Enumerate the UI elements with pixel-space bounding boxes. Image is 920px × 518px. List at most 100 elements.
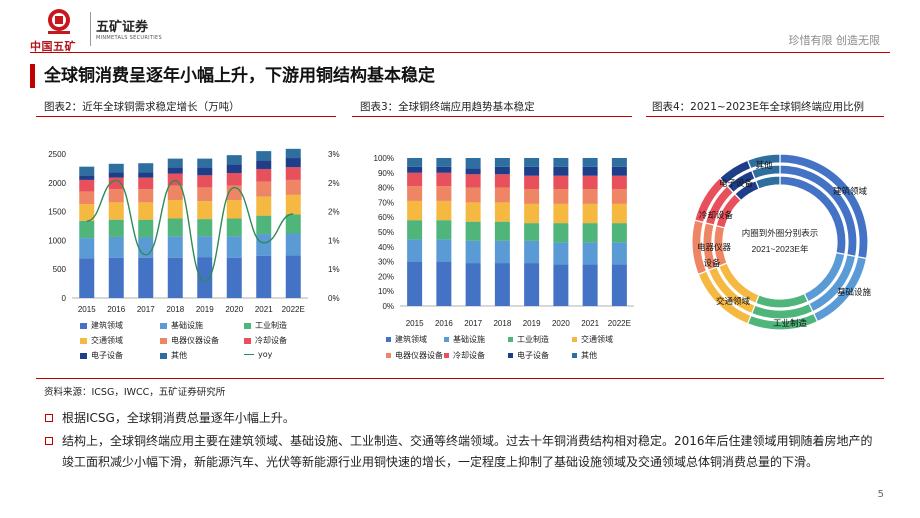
y-tick-label: 10% bbox=[378, 287, 394, 296]
bar-segment bbox=[197, 219, 213, 237]
legend-item: 电器仪器设备 bbox=[386, 350, 443, 361]
bar-segment bbox=[494, 221, 510, 241]
bar-segment bbox=[494, 263, 510, 306]
bar-segment bbox=[226, 257, 242, 298]
bar-segment bbox=[553, 175, 569, 190]
bar-segment bbox=[553, 158, 569, 167]
y2-tick-label: 2% bbox=[328, 208, 340, 217]
legend-swatch bbox=[386, 337, 391, 342]
brand-name-en: MINMETALS SECURITIES bbox=[96, 35, 162, 41]
bar-segment bbox=[256, 255, 272, 298]
x-tick-label: 2020 bbox=[552, 319, 570, 328]
legend-item: 电器仪器设备 bbox=[160, 335, 219, 346]
bar-segment bbox=[553, 189, 569, 204]
x-tick-label: 2019 bbox=[523, 319, 541, 328]
bar-segment bbox=[108, 163, 124, 173]
bar-segment bbox=[582, 166, 598, 176]
bar-segment bbox=[436, 166, 452, 173]
x-tick-label: 2018 bbox=[493, 319, 511, 328]
x-tick-label: 2017 bbox=[137, 305, 155, 314]
bar-segment bbox=[582, 189, 598, 204]
legend-item: 交通领域 bbox=[572, 334, 613, 345]
legend-label: 交通领域 bbox=[581, 335, 613, 344]
bar-segment bbox=[108, 177, 124, 190]
y-tick-label: 20% bbox=[378, 272, 394, 281]
legend-swatch bbox=[444, 337, 449, 342]
bar-segment bbox=[553, 166, 569, 176]
bar-segment bbox=[407, 200, 423, 221]
y-tick-label: 0% bbox=[382, 302, 394, 311]
bar-segment bbox=[436, 158, 452, 167]
y-tick-label: 90% bbox=[378, 169, 394, 178]
slogan: 珍惜有限 创造无限 bbox=[788, 34, 881, 47]
bar-segment bbox=[582, 264, 598, 306]
bar-segment bbox=[108, 202, 124, 220]
donut-slice-label: 基础设施 bbox=[837, 287, 872, 297]
bar-segment bbox=[167, 257, 183, 298]
bar-segment bbox=[285, 214, 301, 234]
legend-label: 建筑领域 bbox=[91, 321, 123, 330]
legend-swatch bbox=[508, 337, 513, 342]
donut-center-line-1: 内圈到外圈分别表示 bbox=[742, 228, 819, 238]
bullet-text-2: 结构上，全球铜终端应用主要在建筑领域、基础设施、工业制造、交通等终端领域。过去十… bbox=[62, 434, 873, 469]
bar-segment bbox=[611, 189, 627, 204]
x-tick-label: 2017 bbox=[464, 319, 482, 328]
legend-swatch bbox=[80, 322, 87, 329]
bar-segment bbox=[465, 202, 481, 222]
legend-label: 电子设备 bbox=[91, 351, 123, 360]
figure-caption-2: 图表3：全球铜终端应用趋势基本稳定 bbox=[360, 101, 535, 113]
x-tick-label: 2021 bbox=[255, 305, 273, 314]
bullet-text-1: 根据ICSG，全球铜消费总量逐年小幅上升。 bbox=[62, 411, 295, 425]
page-number: 5 bbox=[877, 489, 884, 500]
legend-swatch bbox=[160, 337, 167, 344]
bar-segment bbox=[524, 203, 540, 224]
bar-segment bbox=[436, 172, 452, 187]
bar-segment bbox=[611, 158, 627, 167]
bar-segment bbox=[138, 257, 154, 298]
bar-segment bbox=[465, 221, 481, 241]
bar-segment bbox=[407, 239, 423, 262]
legend-swatch bbox=[160, 322, 167, 329]
legend-swatch bbox=[572, 337, 577, 342]
bar-segment bbox=[524, 166, 540, 176]
bar-segment bbox=[79, 238, 95, 259]
bar-segment bbox=[524, 223, 540, 241]
y2-tick-label: 1% bbox=[328, 265, 340, 274]
bar-segment bbox=[524, 158, 540, 167]
y2-tick-label: 1% bbox=[328, 236, 340, 245]
donut-slice bbox=[746, 153, 781, 170]
legend-item: 建筑领域 bbox=[386, 334, 427, 345]
legend-label: 冷却设备 bbox=[255, 336, 287, 345]
legend-demand-chart: 建筑领域 基础设施 工业制造 交通领域 电器仪器设备 冷却设备 电子设备 其他 yoy bbox=[48, 320, 338, 368]
bar-segment bbox=[494, 202, 510, 222]
source-divider bbox=[36, 378, 884, 379]
legend-swatch bbox=[80, 337, 87, 344]
bar-segment bbox=[436, 200, 452, 221]
bar-segment bbox=[226, 236, 242, 258]
bar-segment bbox=[407, 166, 423, 173]
bar-segment bbox=[494, 240, 510, 264]
y-tick-label: 1000 bbox=[48, 236, 66, 245]
legend-item: 其他 bbox=[160, 350, 187, 361]
legend-label: 其他 bbox=[581, 351, 597, 360]
donut-slice-label: 电子设备 bbox=[719, 178, 754, 188]
bar-segment bbox=[494, 158, 510, 167]
legend-swatch bbox=[508, 353, 513, 358]
bar-segment bbox=[285, 255, 301, 298]
legend-item: 冷却设备 bbox=[244, 335, 287, 346]
bar-segment bbox=[138, 172, 154, 178]
bar-segment bbox=[582, 242, 598, 265]
legend-swatch bbox=[244, 353, 254, 356]
legend-swatch bbox=[160, 352, 167, 359]
yoy-line bbox=[86, 179, 294, 282]
bar-segment bbox=[494, 174, 510, 188]
y-tick-label: 60% bbox=[378, 213, 394, 222]
legend-item: yoy bbox=[244, 350, 272, 359]
legend-item: 电子设备 bbox=[508, 350, 549, 361]
bar-segment bbox=[465, 187, 481, 203]
bar-segment bbox=[167, 167, 183, 174]
y2-tick-label: 0% bbox=[328, 294, 340, 303]
bar-segment bbox=[285, 179, 301, 195]
figure-caption-1: 图表2：近年全球铜需求稳定增长（万吨） bbox=[44, 101, 240, 113]
y2-tick-label: 3% bbox=[328, 150, 340, 159]
